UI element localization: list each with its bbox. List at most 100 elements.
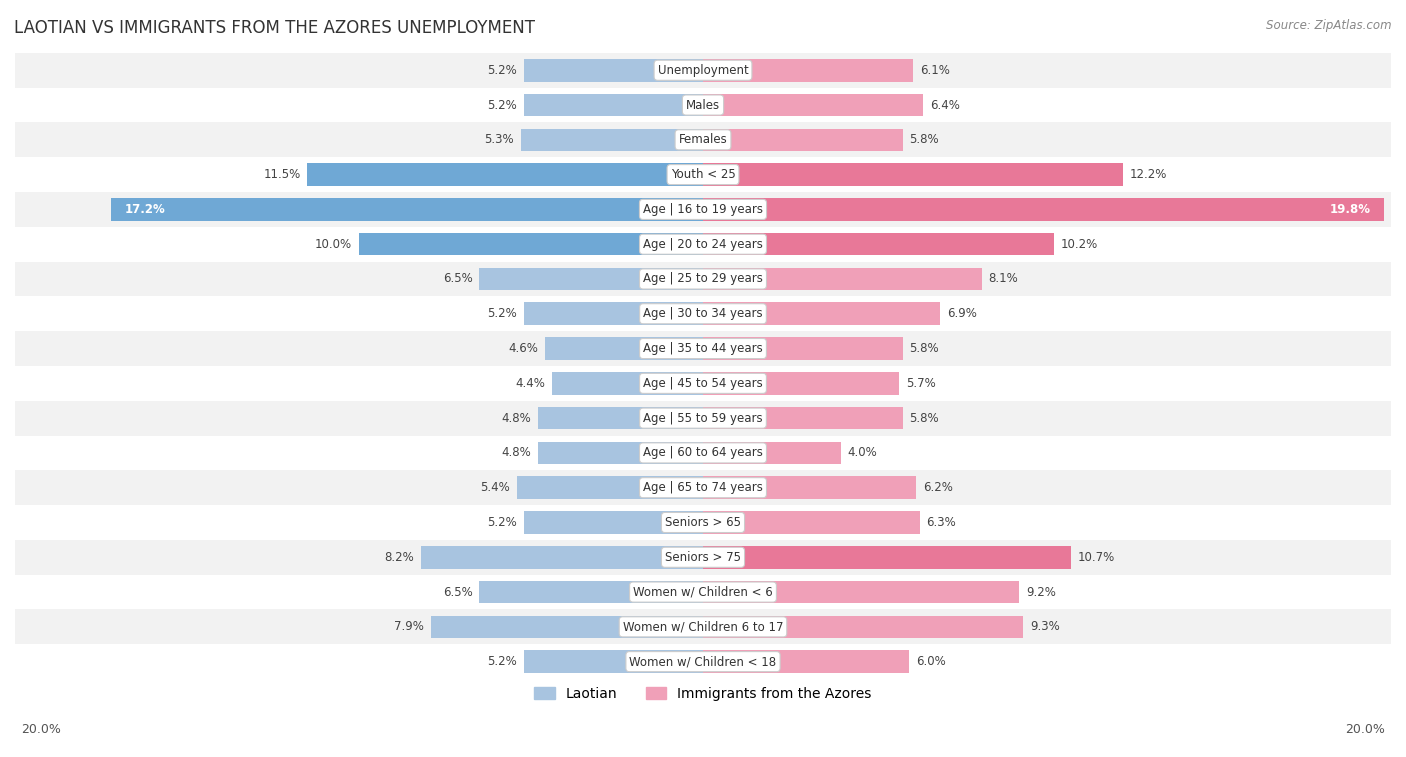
Bar (15, 331, 1391, 366)
Text: Age | 25 to 29 years: Age | 25 to 29 years (643, 273, 763, 285)
Text: Women w/ Children < 6: Women w/ Children < 6 (633, 586, 773, 599)
Bar (703, 59, 912, 82)
Bar (111, 198, 703, 221)
Text: 8.2%: 8.2% (384, 551, 413, 564)
Bar (15, 227, 1391, 262)
Bar (524, 303, 703, 325)
Bar (15, 88, 1391, 123)
Bar (15, 53, 1391, 88)
Bar (432, 615, 703, 638)
Bar (703, 303, 941, 325)
Text: 6.5%: 6.5% (443, 586, 472, 599)
Text: LAOTIAN VS IMMIGRANTS FROM THE AZORES UNEMPLOYMENT: LAOTIAN VS IMMIGRANTS FROM THE AZORES UN… (14, 19, 536, 37)
Bar (524, 94, 703, 117)
Bar (703, 268, 981, 290)
Bar (15, 123, 1391, 157)
Text: 9.2%: 9.2% (1026, 586, 1056, 599)
Text: Age | 55 to 59 years: Age | 55 to 59 years (643, 412, 763, 425)
Bar (524, 650, 703, 673)
Text: 4.8%: 4.8% (502, 447, 531, 459)
Bar (524, 59, 703, 82)
Text: Seniors > 65: Seniors > 65 (665, 516, 741, 529)
Text: 5.4%: 5.4% (481, 481, 510, 494)
Text: 5.2%: 5.2% (488, 516, 517, 529)
Text: 5.8%: 5.8% (910, 412, 939, 425)
Text: 6.9%: 6.9% (948, 307, 977, 320)
Bar (479, 581, 703, 603)
Text: 8.1%: 8.1% (988, 273, 1018, 285)
Bar (703, 441, 841, 464)
Bar (308, 164, 703, 186)
Text: Women w/ Children 6 to 17: Women w/ Children 6 to 17 (623, 620, 783, 634)
Text: 6.4%: 6.4% (929, 98, 960, 111)
Text: 20.0%: 20.0% (21, 723, 60, 736)
Text: Males: Males (686, 98, 720, 111)
Bar (703, 407, 903, 429)
Text: 11.5%: 11.5% (263, 168, 301, 181)
Text: Age | 45 to 54 years: Age | 45 to 54 years (643, 377, 763, 390)
Text: Source: ZipAtlas.com: Source: ZipAtlas.com (1267, 19, 1392, 32)
Text: 5.3%: 5.3% (484, 133, 513, 146)
Bar (15, 192, 1391, 227)
Bar (15, 262, 1391, 297)
Bar (703, 233, 1054, 256)
Bar (703, 129, 903, 151)
Bar (703, 164, 1122, 186)
Legend: Laotian, Immigrants from the Azores: Laotian, Immigrants from the Azores (529, 681, 877, 706)
Text: 6.1%: 6.1% (920, 64, 949, 76)
Text: 6.3%: 6.3% (927, 516, 956, 529)
Bar (703, 615, 1024, 638)
Text: 9.3%: 9.3% (1029, 620, 1060, 634)
Bar (15, 609, 1391, 644)
Bar (703, 94, 924, 117)
Text: 5.2%: 5.2% (488, 64, 517, 76)
Text: 4.6%: 4.6% (508, 342, 538, 355)
Bar (15, 470, 1391, 505)
Text: 19.8%: 19.8% (1329, 203, 1371, 216)
Text: Women w/ Children < 18: Women w/ Children < 18 (630, 655, 776, 668)
Text: 4.0%: 4.0% (848, 447, 877, 459)
Text: 5.2%: 5.2% (488, 655, 517, 668)
Text: 6.2%: 6.2% (924, 481, 953, 494)
Text: 10.0%: 10.0% (315, 238, 352, 251)
Text: Age | 20 to 24 years: Age | 20 to 24 years (643, 238, 763, 251)
Text: 6.5%: 6.5% (443, 273, 472, 285)
Bar (15, 157, 1391, 192)
Text: Youth < 25: Youth < 25 (671, 168, 735, 181)
Bar (703, 198, 1384, 221)
Bar (703, 511, 920, 534)
Text: 4.8%: 4.8% (502, 412, 531, 425)
Text: 12.2%: 12.2% (1129, 168, 1167, 181)
Text: Females: Females (679, 133, 727, 146)
Text: 5.2%: 5.2% (488, 307, 517, 320)
Bar (15, 435, 1391, 470)
Text: 5.7%: 5.7% (905, 377, 936, 390)
Bar (538, 407, 703, 429)
Bar (517, 476, 703, 499)
Bar (520, 129, 703, 151)
Text: 10.7%: 10.7% (1078, 551, 1115, 564)
Text: 7.9%: 7.9% (395, 620, 425, 634)
Bar (479, 268, 703, 290)
Text: Age | 35 to 44 years: Age | 35 to 44 years (643, 342, 763, 355)
Text: 20.0%: 20.0% (1346, 723, 1385, 736)
Bar (703, 476, 917, 499)
Bar (420, 546, 703, 569)
Text: Age | 60 to 64 years: Age | 60 to 64 years (643, 447, 763, 459)
Bar (703, 337, 903, 360)
Bar (15, 575, 1391, 609)
Bar (544, 337, 703, 360)
Bar (524, 511, 703, 534)
Text: Seniors > 75: Seniors > 75 (665, 551, 741, 564)
Bar (551, 372, 703, 394)
Bar (359, 233, 703, 256)
Bar (15, 366, 1391, 400)
Bar (15, 400, 1391, 435)
Text: Age | 65 to 74 years: Age | 65 to 74 years (643, 481, 763, 494)
Text: Age | 16 to 19 years: Age | 16 to 19 years (643, 203, 763, 216)
Bar (15, 540, 1391, 575)
Bar (15, 644, 1391, 679)
Bar (703, 372, 898, 394)
Text: 10.2%: 10.2% (1060, 238, 1098, 251)
Bar (15, 297, 1391, 331)
